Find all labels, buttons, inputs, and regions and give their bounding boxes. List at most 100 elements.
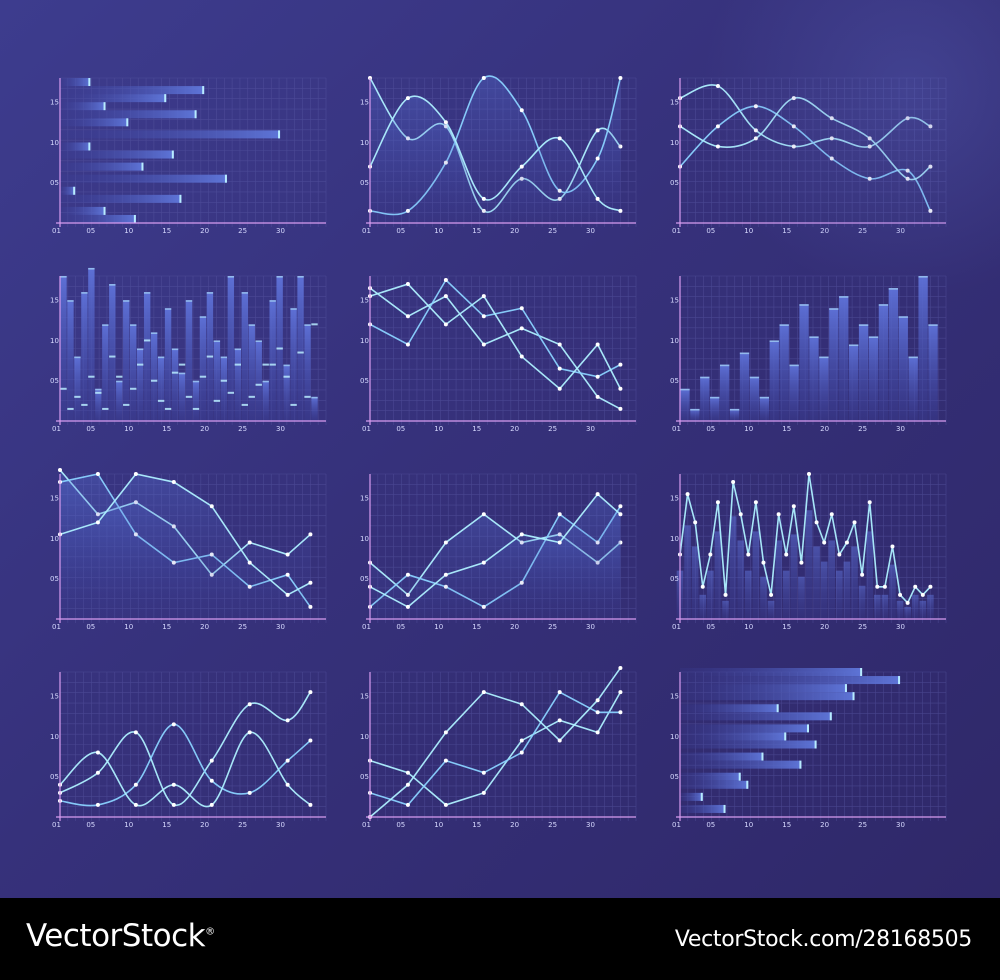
y-tick-label: 15 xyxy=(360,99,369,107)
data-point xyxy=(928,584,933,589)
data-point xyxy=(481,76,486,80)
data-point xyxy=(685,492,690,497)
data-point xyxy=(595,156,600,161)
chart-5: 01 05 10 15 20 25 30 05 10 15 xyxy=(360,275,637,433)
bar xyxy=(680,740,817,749)
x-tick-label: 30 xyxy=(896,425,905,433)
y-tick-label: 10 xyxy=(50,733,59,741)
bar-cap xyxy=(809,336,819,339)
bar-cap xyxy=(88,142,91,151)
chart-4: 01 05 10 15 20 25 30 05 10 15 xyxy=(50,267,327,433)
data-point xyxy=(133,782,138,787)
data-point xyxy=(776,512,781,517)
data-point xyxy=(443,730,448,735)
bar xyxy=(843,561,851,619)
data-point xyxy=(443,572,448,577)
data-point xyxy=(171,782,176,787)
data-point xyxy=(95,770,100,775)
data-point xyxy=(852,520,857,525)
x-tick-label: 05 xyxy=(706,425,715,433)
bar-marker xyxy=(109,355,116,358)
x-tick-label: 10 xyxy=(124,623,133,631)
y-tick-label: 15 xyxy=(670,99,679,107)
data-point xyxy=(519,108,524,113)
chart-8: 01 05 10 15 20 25 30 05 10 15 xyxy=(360,473,637,631)
y-tick-label: 10 xyxy=(670,139,679,147)
x-tick-label: 25 xyxy=(548,227,557,235)
data-point xyxy=(171,722,176,727)
data-point xyxy=(595,492,600,497)
bar xyxy=(820,561,828,619)
bar xyxy=(684,525,691,619)
bar xyxy=(719,364,730,421)
x-tick-label: 15 xyxy=(162,227,171,235)
data-point xyxy=(715,84,720,89)
y-tick-label: 05 xyxy=(50,575,59,583)
series-line xyxy=(679,96,931,181)
bar-cap xyxy=(769,340,779,343)
data-point xyxy=(133,730,138,735)
data-point xyxy=(844,540,849,545)
x-tick-label: 10 xyxy=(124,227,133,235)
data-point xyxy=(898,592,903,597)
bar xyxy=(881,594,889,619)
y-tick-label: 15 xyxy=(670,693,679,701)
bar-cap xyxy=(179,194,182,203)
bar xyxy=(699,594,707,619)
chart-grid xyxy=(369,275,637,425)
bar xyxy=(680,780,749,789)
bar-cap xyxy=(141,162,144,171)
bar xyxy=(109,284,116,421)
y-tick-label: 10 xyxy=(360,733,369,741)
bar xyxy=(67,300,74,421)
data-point xyxy=(829,156,834,161)
bar xyxy=(680,804,726,813)
bar xyxy=(798,576,805,619)
data-point xyxy=(784,552,789,557)
bar xyxy=(729,516,737,619)
data-point xyxy=(481,560,486,565)
data-point xyxy=(791,144,796,149)
bar-marker xyxy=(304,395,311,398)
data-point xyxy=(443,758,448,763)
x-tick-label: 05 xyxy=(396,821,405,829)
x-tick-label: 05 xyxy=(396,227,405,235)
data-point xyxy=(799,560,804,565)
x-tick-label: 20 xyxy=(510,623,519,631)
x-tick-label: 10 xyxy=(434,425,443,433)
x-tick-label: 05 xyxy=(86,425,95,433)
y-tick-label: 15 xyxy=(360,297,369,305)
bar xyxy=(171,348,179,421)
bar-cap xyxy=(103,102,106,111)
y-tick-label: 05 xyxy=(360,377,369,385)
bar-cap xyxy=(81,292,88,294)
bar-cap xyxy=(278,130,281,139)
series-area xyxy=(370,96,621,223)
bar xyxy=(904,606,911,619)
data-point xyxy=(905,168,910,173)
data-point xyxy=(209,758,214,763)
data-point xyxy=(761,560,766,565)
x-tick-label: 01 xyxy=(672,425,681,433)
x-tick-label: 15 xyxy=(162,821,171,829)
data-point xyxy=(753,136,758,141)
data-point xyxy=(837,552,842,557)
bar-cap xyxy=(868,336,879,339)
bar xyxy=(680,712,832,721)
x-tick-label: 15 xyxy=(162,425,171,433)
x-tick-label: 30 xyxy=(586,227,595,235)
bar xyxy=(866,531,873,619)
bar-cap xyxy=(814,740,817,749)
bar-cap xyxy=(761,752,764,761)
x-tick-label: 30 xyxy=(276,821,285,829)
bar xyxy=(234,348,241,421)
bar-marker xyxy=(164,407,172,410)
data-point xyxy=(405,342,410,347)
bar-cap xyxy=(262,380,269,383)
data-point xyxy=(405,314,410,319)
bar-cap xyxy=(137,348,144,351)
bar-marker xyxy=(255,383,262,386)
data-point xyxy=(928,124,933,129)
bar xyxy=(805,510,813,619)
data-point xyxy=(405,802,410,807)
